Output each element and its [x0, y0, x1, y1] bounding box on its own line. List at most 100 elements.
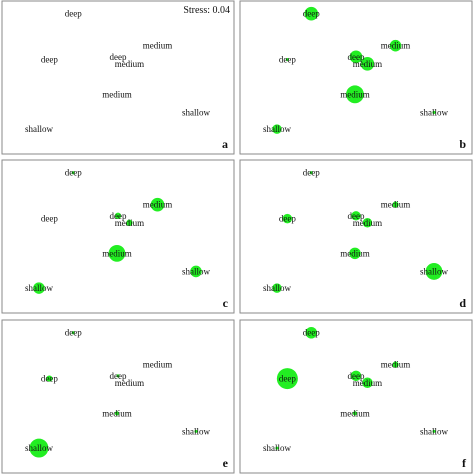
site-label-deep: deep [279, 374, 296, 384]
bubble-shallow [194, 429, 198, 433]
site-label-deep: deep [110, 52, 127, 62]
bubble-medium [360, 56, 375, 71]
bubble-shallow [29, 438, 49, 458]
site-label-medium: medium [381, 360, 411, 370]
bubble-shallow [425, 263, 443, 280]
site-label-shallow: shallow [182, 107, 210, 117]
panel-frame [239, 319, 473, 474]
site-label-deep: deep [348, 52, 365, 62]
bubble-shallow [432, 110, 436, 114]
site-label-medium: medium [115, 218, 145, 228]
panel-letter: a [222, 137, 228, 151]
panel-letter: f [462, 456, 467, 470]
panel-frame [1, 319, 235, 474]
bubble-deep [282, 213, 293, 224]
site-label-deep: deep [303, 168, 320, 178]
bubble-shallow [190, 265, 202, 278]
site-label-medium: medium [143, 200, 173, 210]
site-label-shallow: shallow [25, 124, 53, 134]
bubble-deep [114, 212, 122, 219]
bubble-deep [304, 6, 319, 21]
bubble-medium [362, 377, 373, 389]
bubble-shallow [33, 282, 45, 294]
stress-label: Stress: 0.04 [183, 5, 230, 16]
site-label-shallow: shallow [182, 426, 210, 436]
bubble-deep [349, 50, 363, 64]
site-label-shallow: shallow [420, 426, 448, 436]
bubble-deep [350, 370, 362, 382]
site-label-deep: deep [65, 328, 82, 338]
site-label-medium: medium [353, 218, 383, 228]
site-label-deep: deep [303, 328, 320, 338]
site-label-shallow: shallow [263, 124, 291, 134]
bubble-shallow [432, 429, 436, 433]
site-label-deep: deep [279, 214, 296, 224]
panel-letter: d [459, 296, 466, 310]
bubble-medium [362, 218, 373, 228]
panel-letter: c [223, 296, 229, 310]
site-label-medium: medium [143, 360, 173, 370]
site-label-shallow: shallow [420, 266, 448, 276]
site-label-deep: deep [41, 214, 58, 224]
panel-letter: e [223, 456, 229, 470]
bubble-deep [71, 171, 75, 175]
site-label-deep: deep [279, 55, 296, 65]
bubble-deep [351, 211, 361, 221]
site-label-shallow: shallow [25, 443, 53, 453]
bubble-shallow [272, 283, 282, 293]
site-label-medium: medium [143, 41, 173, 51]
bubble-deep [309, 171, 313, 175]
bubble-deep [305, 326, 318, 339]
bubble-medium [389, 39, 402, 52]
site-label-deep: deep [303, 9, 320, 19]
bubble-medium [114, 411, 120, 416]
site-label-shallow: shallow [420, 107, 448, 117]
site-label-medium: medium [102, 248, 132, 258]
bubble-medium [150, 197, 165, 212]
site-label-medium: medium [340, 408, 370, 418]
site-label-medium: medium [102, 89, 132, 99]
site-label-deep: deep [41, 374, 58, 384]
bubble-shallow [275, 446, 279, 450]
bubble-medium [352, 411, 358, 416]
site-label-deep: deep [65, 168, 82, 178]
bubble-shallow [272, 124, 282, 134]
site-label-medium: medium [115, 378, 145, 388]
bubble-medium [392, 201, 399, 208]
site-label-shallow: shallow [263, 283, 291, 293]
site-label-deep: deep [348, 211, 365, 221]
site-label-medium: medium [353, 59, 383, 69]
site-label-medium: medium [102, 408, 132, 418]
site-label-shallow: shallow [182, 266, 210, 276]
site-label-medium: medium [353, 378, 383, 388]
panel-letter: b [459, 137, 466, 151]
panel-frame [1, 0, 235, 155]
bubble-medium [108, 244, 126, 262]
site-label-medium: medium [381, 200, 411, 210]
site-label-shallow: shallow [263, 443, 291, 453]
site-label-deep: deep [110, 211, 127, 221]
bubble-deep [71, 331, 75, 335]
bubble-medium [346, 85, 364, 104]
bubble-deep [46, 375, 53, 382]
bubble-medium [349, 247, 361, 260]
bubble-medium [126, 219, 133, 226]
site-label-deep: deep [348, 371, 365, 381]
site-label-medium: medium [340, 248, 370, 258]
site-label-medium: medium [340, 89, 370, 99]
site-label-deep: deep [65, 9, 82, 19]
site-label-medium: medium [381, 41, 411, 51]
site-label-deep: deep [41, 55, 58, 65]
bubble-deep [116, 374, 120, 378]
bubble-medium [392, 361, 399, 368]
site-label-shallow: shallow [25, 283, 53, 293]
bubble-deep [285, 58, 289, 62]
site-label-deep: deep [110, 371, 127, 381]
